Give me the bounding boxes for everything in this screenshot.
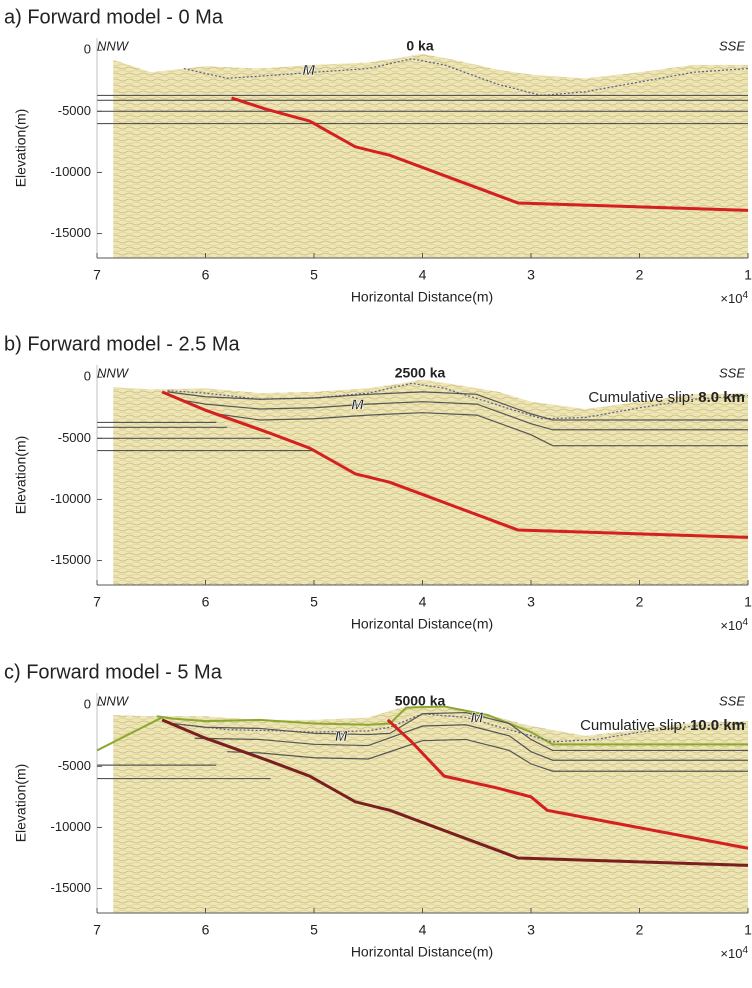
x-tick-label: 4 xyxy=(419,594,427,610)
x-scale: ×104 xyxy=(720,290,748,307)
x-tick-label: 1 xyxy=(744,267,752,283)
y-tick-label: -15000 xyxy=(51,552,91,567)
slip-annotation: Cumulative slip:10.0 km xyxy=(580,717,745,734)
seismic-section xyxy=(97,54,748,258)
y-axis-label: Elevation(m) xyxy=(13,109,29,188)
x-tick-label: 6 xyxy=(202,267,210,283)
panel-title: a) Forward model - 0 Ma xyxy=(4,6,224,28)
x-tick-label: 1 xyxy=(744,922,752,938)
figure: a) Forward model - 0 Ma M 0 -5000 -10000 -150… xyxy=(0,0,752,983)
x-tick-label: 6 xyxy=(202,594,210,610)
slip-label: Cumulative slip: xyxy=(588,389,694,406)
annotation: M xyxy=(302,62,315,79)
x-tick-label: 2 xyxy=(636,267,644,283)
panel-title: c) Forward model - 5 Ma xyxy=(4,661,223,683)
x-tick-label: 3 xyxy=(527,267,535,283)
x-axis-label: Horizontal Distance(m) xyxy=(351,289,493,305)
x-tick-label: 7 xyxy=(93,267,101,283)
x-tick-label: 3 xyxy=(527,594,535,610)
x-scale: ×104 xyxy=(720,945,748,962)
panel-subtitle: 0 ka xyxy=(406,38,433,54)
panel: a) Forward model - 0 Ma M 0 -5000 -10000 -150… xyxy=(4,6,752,306)
y-axis-label: Elevation(m) xyxy=(13,764,29,843)
x-axis-label: Horizontal Distance(m) xyxy=(351,944,493,960)
x-tick-label: 5 xyxy=(310,922,318,938)
x-tick-label: 2 xyxy=(636,594,644,610)
x-tick-label: 7 xyxy=(93,922,101,938)
x-tick-label: 4 xyxy=(419,267,427,283)
x-tick-label: 3 xyxy=(527,922,535,938)
left-label: NNW xyxy=(97,693,130,708)
x-scale-base: ×10 xyxy=(720,291,742,306)
panel: c) Forward model - 5 Ma M M 0 -5000 -10000 -15… xyxy=(4,661,752,961)
annotation: M xyxy=(471,710,484,727)
x-tick-label: 7 xyxy=(93,594,101,610)
y-tick-label: -15000 xyxy=(51,880,91,895)
x-axis-label: Horizontal Distance(m) xyxy=(351,616,493,632)
seismic-section xyxy=(97,380,748,585)
x-scale: ×104 xyxy=(720,617,748,634)
left-label: NNW xyxy=(97,38,130,53)
x-scale-base: ×10 xyxy=(720,618,742,633)
y-tick-label: -10000 xyxy=(51,491,91,506)
x-scale-base: ×10 xyxy=(720,946,742,961)
panel-subtitle: 5000 ka xyxy=(395,693,446,709)
y-tick-label: 0 xyxy=(84,369,91,384)
x-tick-label: 2 xyxy=(636,922,644,938)
x-tick-label: 5 xyxy=(310,267,318,283)
panel-title: b) Forward model - 2.5 Ma xyxy=(4,333,241,355)
slip-value: 8.0 km xyxy=(698,389,745,406)
x-tick-label: 1 xyxy=(744,594,752,610)
annotation: M xyxy=(351,396,364,413)
annotation: M xyxy=(335,728,348,745)
x-tick-label: 5 xyxy=(310,594,318,610)
y-axis-label: Elevation(m) xyxy=(13,436,29,515)
y-tick-label: -10000 xyxy=(51,819,91,834)
y-tick-label: -5000 xyxy=(58,758,91,773)
right-label: SSE xyxy=(719,693,745,708)
y-tick-label: -5000 xyxy=(58,430,91,445)
slip-label: Cumulative slip: xyxy=(580,717,686,734)
slip-annotation: Cumulative slip:8.0 km xyxy=(588,389,745,406)
panel: b) Forward model - 2.5 Ma M 0 -5000 -10000 -1… xyxy=(4,333,752,633)
y-tick-label: -15000 xyxy=(51,225,91,240)
x-scale-exponent: 4 xyxy=(742,945,748,956)
seismic-section xyxy=(97,705,748,913)
y-tick-label: 0 xyxy=(84,697,91,712)
left-label: NNW xyxy=(97,365,130,380)
panel-subtitle: 2500 ka xyxy=(395,365,446,381)
slip-value: 10.0 km xyxy=(690,717,745,734)
x-tick-label: 6 xyxy=(202,922,210,938)
right-label: SSE xyxy=(719,365,745,380)
y-tick-label: -10000 xyxy=(51,164,91,179)
y-tick-label: 0 xyxy=(84,42,91,57)
y-tick-label: -5000 xyxy=(58,103,91,118)
right-label: SSE xyxy=(719,38,745,53)
x-scale-exponent: 4 xyxy=(742,290,748,301)
x-scale-exponent: 4 xyxy=(742,617,748,628)
x-tick-label: 4 xyxy=(419,922,427,938)
